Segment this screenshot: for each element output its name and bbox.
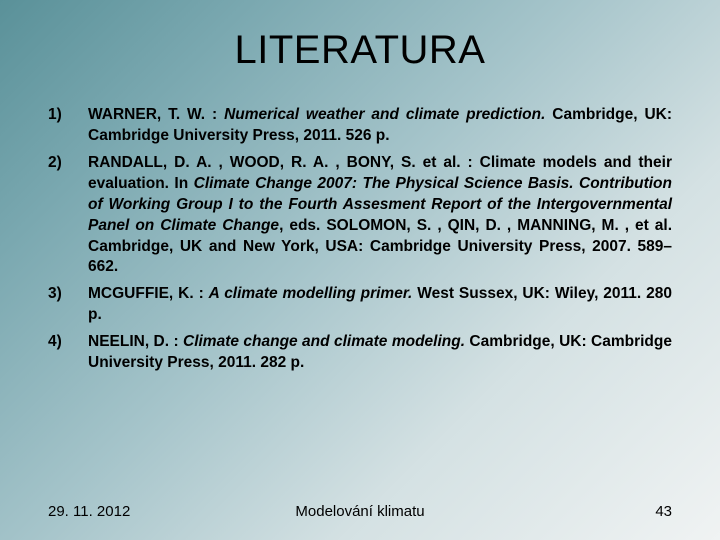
- ref-title: Climate change and climate modeling.: [183, 333, 465, 350]
- footer: 29. 11. 2012 Modelování klimatu 43: [48, 503, 672, 520]
- ref-author: MCGUFFIE, K. :: [88, 285, 209, 302]
- reference-item: WARNER, T. W. : Numerical weather and cl…: [48, 105, 672, 147]
- ref-title: Numerical weather and climate prediction…: [224, 106, 545, 123]
- reference-list: WARNER, T. W. : Numerical weather and cl…: [48, 105, 672, 374]
- slide-title: LITERATURA: [48, 28, 672, 73]
- ref-author: WARNER, T. W. :: [88, 106, 224, 123]
- ref-title: A climate modelling primer.: [209, 285, 413, 302]
- footer-date: 29. 11. 2012: [48, 503, 130, 520]
- reference-item: MCGUFFIE, K. : A climate modelling prime…: [48, 284, 672, 326]
- footer-page: 43: [655, 503, 672, 520]
- reference-item: NEELIN, D. : Climate change and climate …: [48, 332, 672, 374]
- reference-item: RANDALL, D. A. , WOOD, R. A. , BONY, S. …: [48, 153, 672, 279]
- ref-author: NEELIN, D. :: [88, 333, 183, 350]
- footer-title: Modelování klimatu: [295, 503, 424, 520]
- slide: LITERATURA WARNER, T. W. : Numerical wea…: [0, 0, 720, 540]
